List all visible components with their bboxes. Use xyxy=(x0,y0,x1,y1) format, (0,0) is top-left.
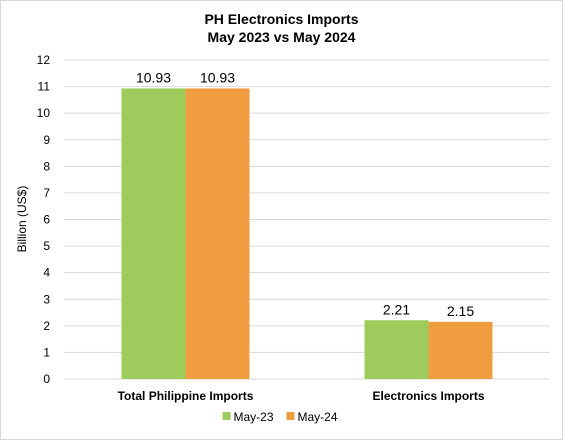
legend-label: May-24 xyxy=(298,410,338,424)
legend-swatch xyxy=(222,412,231,420)
bar-may-24 xyxy=(185,88,250,380)
data-label: 2.21 xyxy=(383,301,410,317)
chart-title: PH Electronics Imports xyxy=(204,11,358,27)
y-tick-label: 5 xyxy=(43,239,50,253)
chart-subtitle: May 2023 vs May 2024 xyxy=(208,29,356,45)
x-category-label: Total Philippine Imports xyxy=(118,389,254,403)
x-axis-categories: Total Philippine Imports Electronics Impo… xyxy=(118,389,485,403)
bar-may-23 xyxy=(364,320,429,379)
y-tick-label: 9 xyxy=(43,133,50,147)
y-tick-label: 7 xyxy=(43,186,50,200)
y-tick-label: 2 xyxy=(43,319,50,333)
y-tick-label: 11 xyxy=(38,80,51,94)
bars: 10.93 10.93 2.21 2.15 xyxy=(121,69,493,380)
data-label: 10.93 xyxy=(136,69,171,85)
y-tick-label: 4 xyxy=(43,266,50,280)
legend-swatch xyxy=(286,412,295,420)
x-category-label: Electronics Imports xyxy=(372,389,484,403)
legend: May-23 May-24 xyxy=(222,410,338,424)
y-tick-label: 12 xyxy=(37,53,51,67)
y-tick-label: 8 xyxy=(43,159,50,173)
bar-may-23 xyxy=(121,88,186,380)
bar-may-24 xyxy=(428,321,493,379)
y-tick-label: 1 xyxy=(43,345,50,359)
legend-label: May-23 xyxy=(234,410,274,424)
data-label: 2.15 xyxy=(447,303,474,319)
y-tick-label: 3 xyxy=(43,292,50,306)
data-label: 10.93 xyxy=(200,69,235,85)
y-tick-label: 6 xyxy=(43,213,50,227)
y-tick-label: 10 xyxy=(37,106,51,120)
y-axis-title: Billion (US$) xyxy=(15,186,29,253)
y-tick-label: 0 xyxy=(43,372,50,386)
